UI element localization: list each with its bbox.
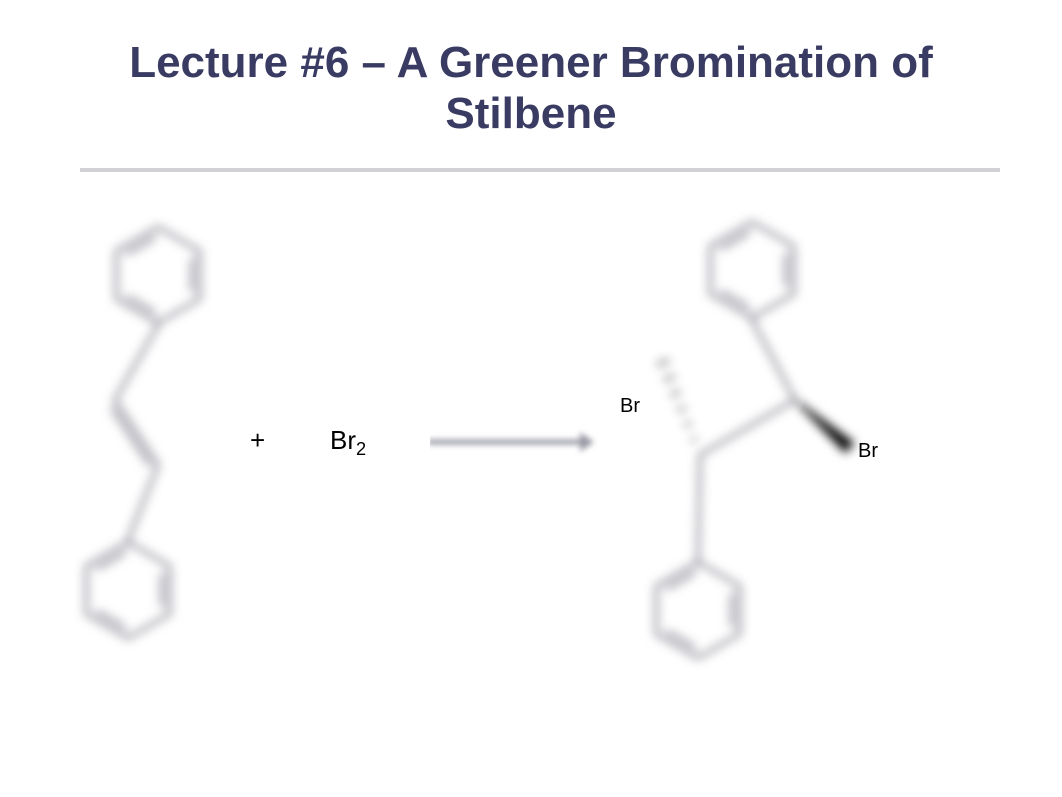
reaction-arrow <box>430 426 598 463</box>
reaction-diagram <box>0 190 1062 750</box>
reagent-br2: Br2 <box>330 425 366 460</box>
reagent-base: Br <box>330 425 356 455</box>
reagent-subscript: 2 <box>356 439 366 459</box>
slide-title: Lecture #6 – A Greener Bromination of St… <box>0 38 1062 139</box>
plus-sign: + <box>250 425 265 456</box>
title-underline <box>80 168 1000 172</box>
bromine-label-right: Br <box>858 440 878 463</box>
bromine-label-left: Br <box>620 395 640 418</box>
